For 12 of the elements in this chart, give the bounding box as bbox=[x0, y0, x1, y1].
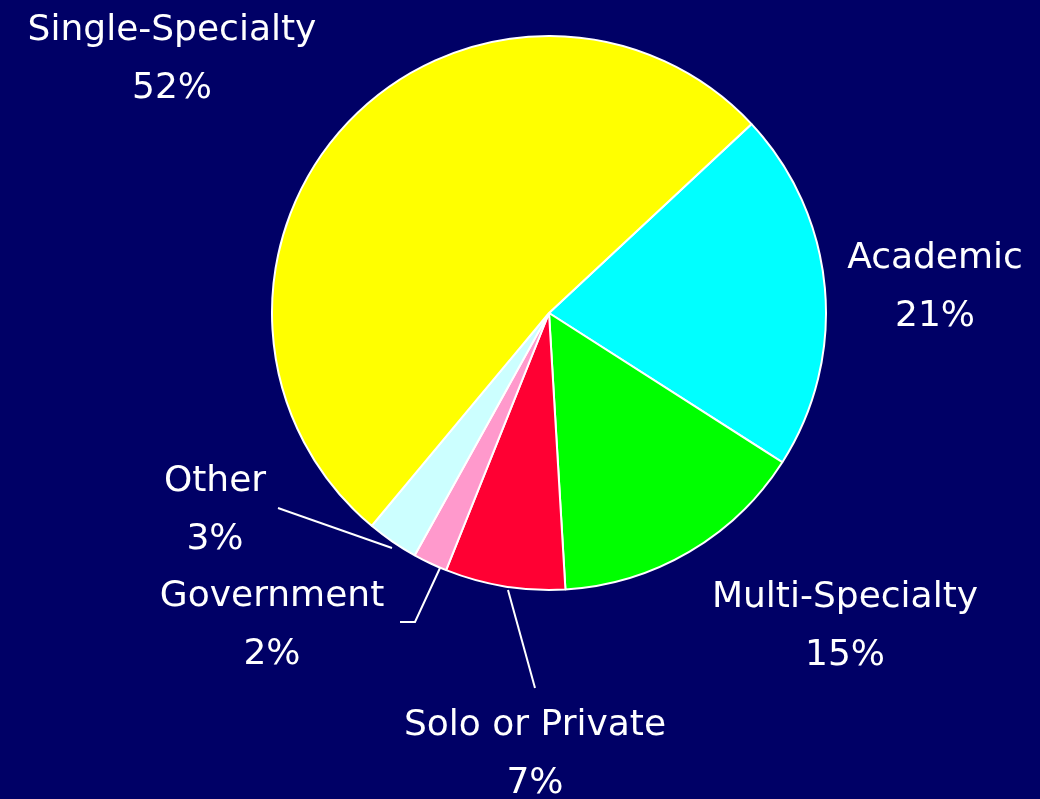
slice-label: Academic bbox=[847, 235, 1023, 277]
slice-label: Government bbox=[159, 573, 385, 615]
data-label: 15% bbox=[804, 632, 886, 674]
slice-label: Multi-Specialty bbox=[711, 574, 979, 616]
slice-label: Solo or Private bbox=[403, 702, 667, 744]
slice-label: Single-Specialty bbox=[27, 7, 317, 49]
data-label: 21% bbox=[894, 293, 976, 335]
data-label: 2% bbox=[243, 631, 301, 673]
data-label: 52% bbox=[131, 65, 213, 107]
slice-label: Other bbox=[163, 458, 267, 500]
data-label: 3% bbox=[186, 516, 244, 558]
data-label: 7% bbox=[506, 760, 564, 799]
